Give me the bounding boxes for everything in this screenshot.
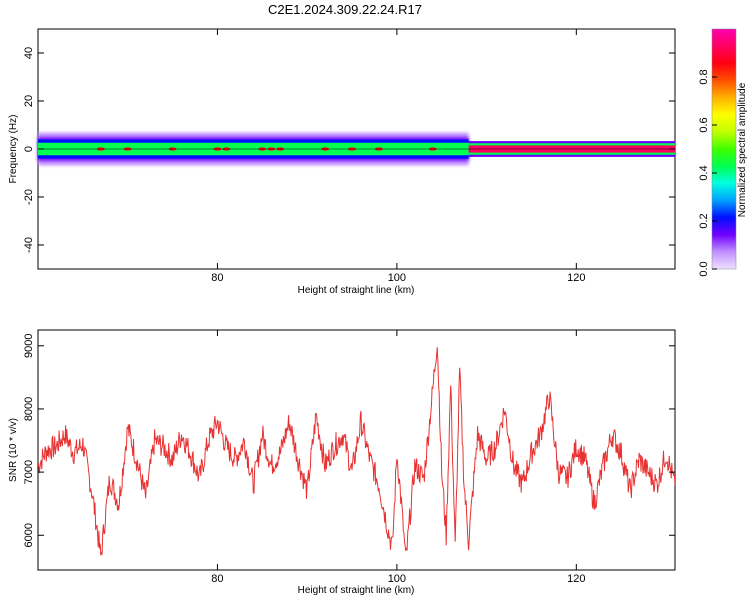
colorbar-tick-label: 0.8 — [698, 69, 710, 84]
snr-x-label: Height of straight line (km) — [298, 585, 415, 596]
spectrogram-x-tick-label: 100 — [388, 272, 406, 284]
spectrogram-y-tick-label: 20 — [23, 95, 35, 107]
snr-panel: 80 100 120 6000 7000 8000 9000 Height of stra… — [8, 329, 676, 596]
snr-y-ticks: 6000 7000 8000 9000 — [23, 334, 675, 548]
spectrogram-panel: 80 100 120 40 20 0 -20 -40 Height of straight … — [8, 28, 676, 296]
spectrogram-x-label: Height of straight line (km) — [298, 285, 415, 296]
snr-x-tick-label: 120 — [567, 573, 585, 585]
snr-y-tick-label: 7000 — [23, 460, 35, 484]
snr-y-tick-label: 9000 — [23, 334, 35, 358]
colorbar-tick-label: 0.6 — [698, 117, 710, 132]
colorbar-gradient — [711, 28, 737, 270]
snr-series-line — [38, 347, 675, 556]
colorbar-tick-label: 0.2 — [698, 213, 710, 228]
snr-x-tick-label: 100 — [388, 573, 406, 585]
colorbar: 0.0 0.2 0.4 0.6 0.8 Normalized spectral ampl… — [698, 28, 748, 277]
spectrogram-x-tick-label: 120 — [567, 272, 585, 284]
spectrogram-y-tick-label: 40 — [23, 47, 35, 59]
colorbar-tick-label: 0.0 — [698, 261, 710, 276]
spectrogram-y-label: Frequency (Hz) — [8, 115, 19, 184]
spectrogram-x-tick-label: 80 — [211, 272, 223, 284]
spectrogram-y-tick-label: -20 — [23, 189, 35, 205]
spectrogram-x-ticks: 80 100 120 — [211, 29, 585, 284]
spectrogram-y-tick-label: -40 — [23, 237, 35, 253]
snr-y-tick-label: 8000 — [23, 397, 35, 421]
snr-x-tick-label: 80 — [211, 573, 223, 585]
spectrogram-bands — [38, 132, 675, 166]
figure-title: C2E1.2024.309.22.24.R17 — [268, 2, 422, 17]
spectrogram-y-ticks: 40 20 0 -20 -40 — [23, 47, 675, 253]
snr-y-label: SNR (10 * v/v) — [8, 418, 19, 482]
colorbar-ticks: 0.0 0.2 0.4 0.6 0.8 — [698, 69, 717, 277]
snr-y-tick-label: 6000 — [23, 523, 35, 547]
colorbar-tick-label: 0.4 — [698, 165, 710, 180]
colorbar-label: Normalized spectral amplitude — [737, 82, 748, 217]
spectrogram-y-tick-label: 0 — [23, 146, 35, 152]
snr-x-ticks: 80 100 120 — [211, 330, 585, 585]
